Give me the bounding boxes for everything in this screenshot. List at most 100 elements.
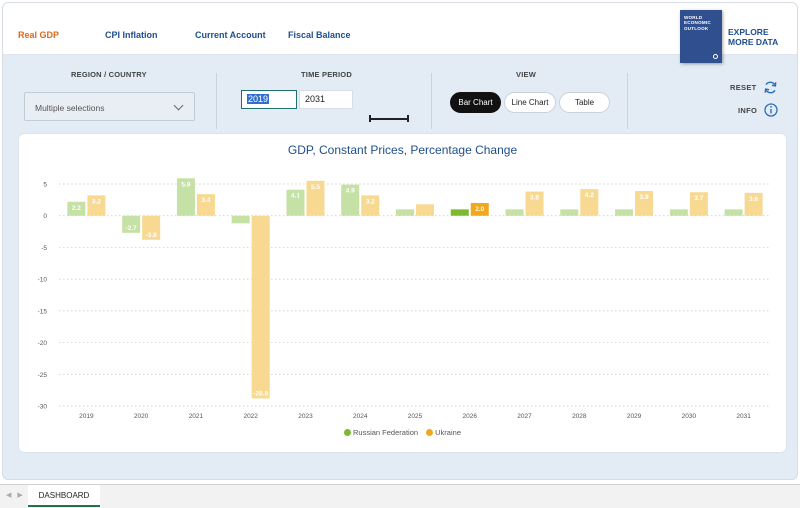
x-tick-label: 2022 — [243, 413, 258, 420]
bar-russia — [505, 209, 524, 216]
legend-label-russia: Russian Federation — [353, 428, 419, 437]
x-tick-label: 2025 — [408, 413, 423, 420]
tab-fiscal-balance[interactable]: Fiscal Balance — [288, 30, 351, 40]
data-label: 3.6 — [749, 196, 758, 203]
bar-ukraine — [361, 195, 380, 216]
y-tick-label: 5 — [43, 182, 47, 189]
divider — [216, 73, 217, 129]
sheet-tab-bar: ◀ ▶ DASHBOARD — [0, 484, 800, 508]
explore-line-2: MORE DATA — [728, 37, 779, 48]
sheet-scroll-arrows-icon[interactable]: ◀ ▶ — [6, 492, 25, 499]
data-label: 4.1 — [291, 193, 300, 200]
weo-cover-line-3: OUTLOOK — [684, 25, 709, 31]
data-label: 4.2 — [585, 192, 594, 199]
chart-title: GDP, Constant Prices, Percentage Change — [287, 143, 518, 157]
bar-russia — [341, 184, 360, 216]
bar-ukraine — [635, 190, 654, 216]
data-label: 4.9 — [346, 188, 355, 195]
bar-russia — [615, 209, 634, 216]
chevron-down-icon — [173, 100, 184, 111]
bar-russia — [286, 189, 305, 216]
y-tick-label: -25 — [38, 372, 48, 379]
data-label: 5.5 — [311, 184, 320, 191]
time-period-label: TIME PERIOD — [301, 70, 352, 79]
data-label: 2.0 — [475, 206, 484, 213]
bar-chart-button[interactable]: Bar Chart — [450, 92, 501, 113]
data-label: 3.8 — [530, 195, 539, 202]
slider-handle-start[interactable] — [369, 115, 371, 122]
y-tick-label: -5 — [41, 245, 47, 252]
data-label: 2.2 — [72, 205, 81, 212]
info-icon[interactable] — [764, 103, 778, 117]
region-label: REGION / COUNTRY — [71, 70, 147, 79]
tab-real-gdp[interactable]: Real GDP — [18, 30, 60, 40]
data-label: 3.2 — [366, 198, 375, 205]
data-label: 5.9 — [181, 181, 190, 188]
data-label: 3.7 — [694, 195, 703, 202]
table-button[interactable]: Table — [559, 92, 610, 113]
data-label: 3.2 — [92, 198, 101, 205]
divider — [627, 73, 628, 129]
time-range-slider[interactable] — [369, 115, 409, 122]
top-nav-bar: Real GDP CPI Inflation Current Account F… — [3, 3, 797, 55]
bar-ukraine — [196, 194, 215, 216]
start-year-value: 2019 — [247, 94, 270, 104]
gdp-bar-chart: 5 0 -5 -10 -15 -20 -25 -30 2019 2.2 3.2 2020 -2.7 -3.… — [38, 178, 771, 420]
refresh-icon[interactable] — [763, 80, 778, 95]
bar-ukraine — [470, 203, 489, 216]
region-dropdown[interactable]: Multiple selections — [24, 92, 195, 121]
data-label: 3.4 — [201, 197, 210, 204]
x-tick-label: 2027 — [517, 413, 532, 420]
x-tick-label: 2023 — [298, 413, 313, 420]
x-tick-label: 2019 — [79, 413, 94, 420]
x-tick-label: 2030 — [682, 413, 697, 420]
slider-track — [369, 117, 409, 120]
data-label: -2.7 — [126, 225, 138, 232]
legend-item-russia[interactable]: Russian Federation — [344, 428, 418, 437]
legend-label-ukraine: Ukraine — [435, 428, 461, 437]
bar-ukraine — [142, 215, 161, 240]
sheet-tab-dashboard[interactable]: DASHBOARD — [28, 485, 100, 507]
bar-ukraine — [744, 192, 763, 216]
x-tick-label: 2021 — [189, 413, 204, 420]
y-tick-label: -20 — [38, 340, 48, 347]
bar-russia — [450, 209, 469, 216]
tab-cpi-inflation[interactable]: CPI Inflation — [105, 30, 158, 40]
slider-handle-end[interactable] — [407, 115, 409, 122]
bar-ukraine — [416, 204, 434, 216]
legend-item-ukraine[interactable]: Ukraine — [426, 428, 461, 437]
bar-ukraine — [689, 192, 708, 216]
imf-seal-icon — [713, 54, 718, 59]
divider — [431, 73, 432, 129]
weo-report-cover[interactable]: WORLD ECONOMIC OUTLOOK — [680, 10, 722, 63]
data-label: 3.9 — [640, 194, 649, 201]
weo-cover-line-2: ECONOMIC — [684, 20, 711, 26]
line-chart-button[interactable]: Line Chart — [504, 92, 556, 113]
bar-ukraine — [580, 189, 599, 216]
bar-russia — [231, 215, 250, 224]
y-tick-label: -10 — [38, 277, 48, 284]
view-label: VIEW — [516, 70, 536, 79]
data-label: -28.8 — [253, 390, 268, 397]
start-year-input[interactable]: 2019 — [241, 90, 297, 109]
legend-marker-russia — [344, 429, 351, 436]
tab-current-account[interactable]: Current Account — [195, 30, 266, 40]
bar-russia — [122, 215, 141, 233]
x-tick-label: 2028 — [572, 413, 587, 420]
end-year-input[interactable]: 2031 — [299, 90, 353, 109]
y-tick-label: -15 — [38, 308, 48, 315]
bar-russia — [176, 178, 195, 216]
weo-cover-line-1: WORLD — [684, 15, 703, 20]
chart-card: GDP, Constant Prices, Percentage Change … — [18, 133, 787, 453]
info-label[interactable]: INFO — [738, 106, 758, 115]
x-tick-label: 2031 — [736, 413, 751, 420]
explore-more-data-link[interactable]: EXPLORE MORE DATA — [728, 27, 778, 47]
chart-legend: Russian Federation Ukraine — [19, 428, 786, 437]
x-tick-label: 2020 — [134, 413, 149, 420]
bar-russia — [724, 209, 743, 216]
bar-ukraine — [306, 180, 325, 216]
reset-label[interactable]: RESET — [730, 83, 757, 92]
bar-russia — [669, 209, 688, 216]
bar-russia — [67, 201, 86, 216]
y-tick-label: 0 — [43, 213, 47, 220]
